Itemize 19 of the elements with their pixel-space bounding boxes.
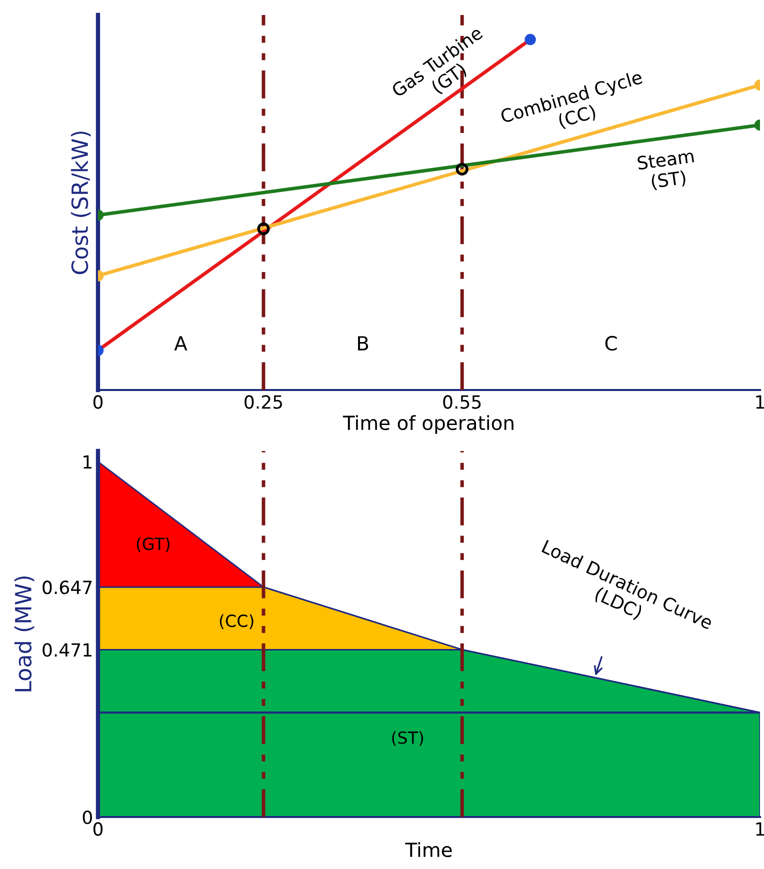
x-tick-label: 1 (756, 395, 764, 409)
y-axis-title: Cost (SR/kW) (70, 132, 91, 274)
annotation: C (605, 336, 617, 351)
annotation: B (358, 336, 368, 350)
x-tick-label: 0 (93, 395, 103, 409)
x-tick-label: 0.25 (244, 395, 282, 409)
x-tick-label: 0.55 (443, 395, 481, 409)
y-axis-title: Load (MW) (14, 576, 34, 692)
annotation: (CC) (220, 614, 254, 630)
x-axis-title: Time (405, 842, 452, 858)
y-tick-label: 0.471 (42, 643, 92, 657)
y-tick-label: 1 (84, 455, 92, 469)
y-tick-label: 0 (82, 810, 92, 824)
y-tick-label: 0.647 (42, 580, 92, 594)
annotation: A (174, 336, 188, 350)
x-axis-title: Time of operation (342, 415, 514, 434)
annotation: (ST) (392, 731, 424, 746)
annotation: (GT) (136, 537, 170, 552)
text: Steam (ST) (637, 148, 694, 191)
